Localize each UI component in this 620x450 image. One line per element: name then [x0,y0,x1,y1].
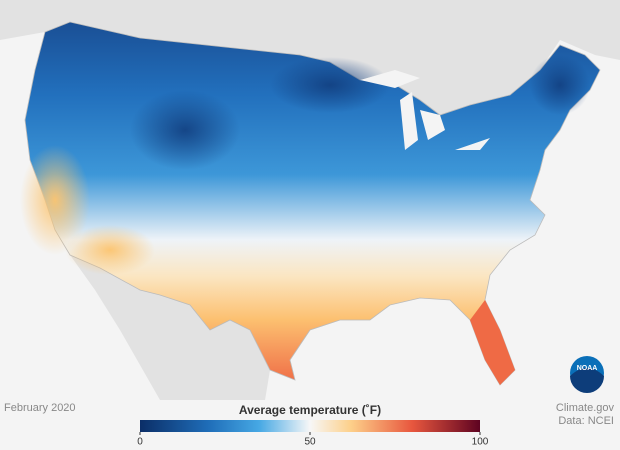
tick-label: 50 [304,437,316,448]
legend-title: Average temperature (˚F) [239,403,381,417]
cold-region [530,55,590,115]
date-label: February 2020 [4,402,76,414]
warm-region [20,145,90,255]
cold-region [270,57,390,113]
great-lakes [360,70,490,150]
mexico [70,255,270,400]
cold-region [130,90,240,170]
color-bar [140,420,480,432]
canada [0,0,620,115]
warm-region [65,225,155,275]
tick-label: 0 [137,437,143,448]
credit-source: Climate.gov [556,402,615,414]
noaa-logo-text: NOAA [577,365,598,372]
credit-data: Data: NCEI [558,415,614,427]
noaa-logo-wave [570,368,604,393]
tick-label: 100 [472,437,489,448]
florida [470,300,515,385]
